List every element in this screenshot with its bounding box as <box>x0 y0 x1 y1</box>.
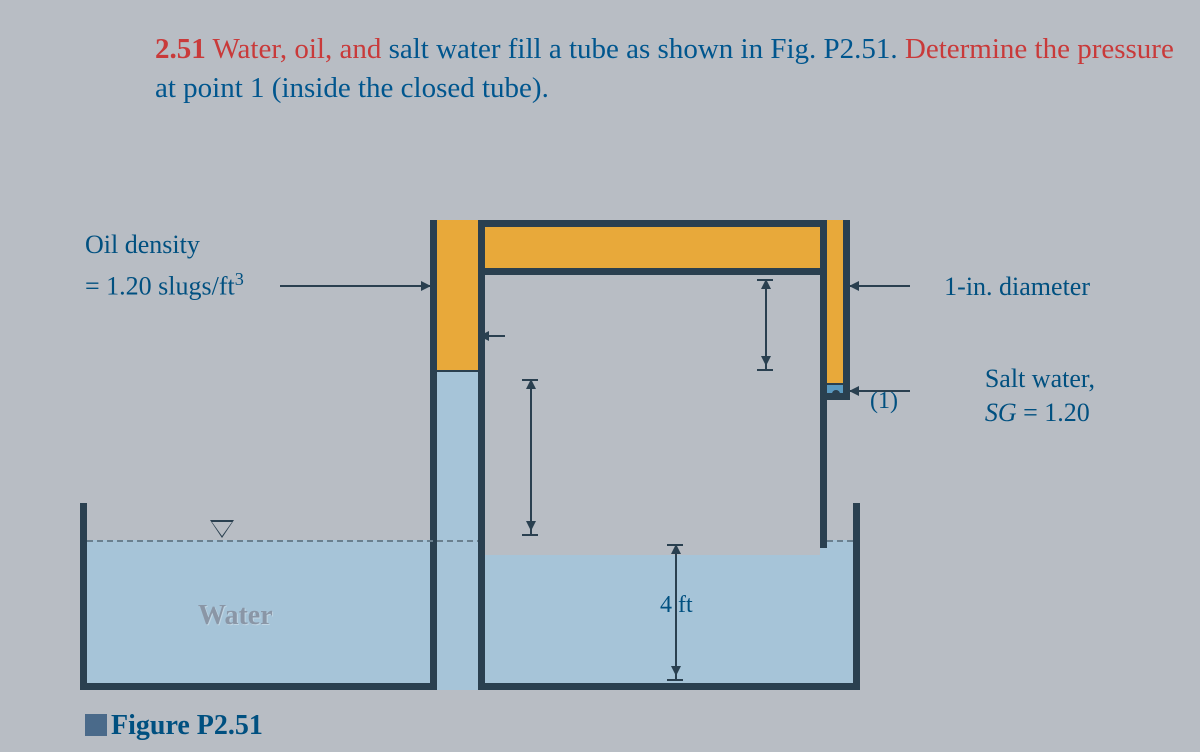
problem-text: 2.51 Water, oil, and salt water fill a t… <box>155 30 1175 108</box>
red-words-1: Water, oil, and <box>212 33 381 65</box>
point-1-label: (1) <box>870 388 898 415</box>
tube-left-water-upper <box>430 370 485 540</box>
point-1-marker <box>832 390 840 398</box>
leader-arrow-2in <box>480 335 505 337</box>
problem-number: 2.51 <box>155 33 206 65</box>
oil-salt-interface <box>827 383 844 385</box>
dim-tick-3ft-top <box>757 279 773 281</box>
red-words-2: Determine the pressure <box>905 33 1174 65</box>
water-label: Water <box>198 600 273 632</box>
oil-water-interface <box>437 370 478 372</box>
tube-left-water-lower <box>430 540 485 690</box>
diameter-1in-label: 1-in. diameter <box>944 272 1090 302</box>
problem-body-2: at point 1 (inside the closed tube). <box>155 72 549 104</box>
free-surface-icon <box>210 520 234 538</box>
dim-tick-2ft-top <box>522 379 538 381</box>
tank-wall-left <box>80 503 87 543</box>
leader-arrow-salt <box>850 390 910 392</box>
dim-arrow-4ft <box>675 545 677 680</box>
problem-body-1: salt water fill a tube as shown in Fig. … <box>381 33 905 65</box>
saltwater-label: Salt water, SG = 1.20 <box>985 362 1095 430</box>
leader-arrow-oil <box>280 285 430 287</box>
dim-tick-3ft-bot <box>757 369 773 371</box>
tank-wall-right <box>853 503 860 543</box>
dim-arrow-3ft <box>765 280 767 370</box>
figure-caption: Figure P2.51 <box>85 710 263 742</box>
leader-arrow-1in <box>850 285 910 287</box>
diagram-container: Oil density = 1.20 slugs/ft3 1-in. diame… <box>80 170 1080 720</box>
tube-top <box>430 220 850 275</box>
dim-tick-4ft-top <box>667 544 683 546</box>
flag-icon <box>85 714 107 736</box>
oil-density-label: Oil density = 1.20 slugs/ft3 <box>85 225 244 307</box>
dim-tick-4ft-bot <box>667 679 683 681</box>
dim-tick-2ft-bot <box>522 534 538 536</box>
dim-arrow-2ft <box>530 380 532 535</box>
tube-left-oil <box>430 220 485 370</box>
